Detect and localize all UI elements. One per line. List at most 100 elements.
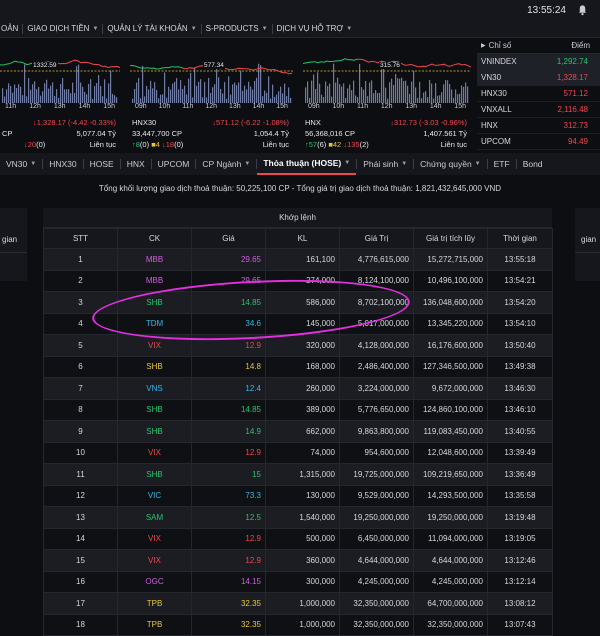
table-row[interactable]: 5 VIX 12.9 320,000 4,128,000,000 16,176,600,0…: [43, 334, 553, 357]
volume-bar: [184, 85, 186, 103]
volume-bar: [200, 79, 202, 103]
volume-bar: [307, 81, 309, 103]
index-row[interactable]: VNINDEX 1,292.74: [477, 54, 600, 70]
index-row[interactable]: HNX30 571.12: [477, 86, 600, 102]
table-row[interactable]: 10 VIX 12.9 74,000 954,600,000 12,048,600,000…: [43, 441, 553, 464]
clock: 13:55:24: [527, 5, 566, 16]
volume-bar: [76, 66, 78, 103]
tab-hnx[interactable]: HNX: [121, 153, 151, 175]
index-row[interactable]: VN30 1,328.17: [477, 70, 600, 86]
volume-bar: [44, 83, 46, 103]
table-row[interactable]: 11 SHB 15 1,315,000 19,725,000,000 109,219,65…: [43, 463, 553, 486]
index-row[interactable]: UPCOM 94.49: [477, 134, 600, 150]
volume-bar: [154, 82, 156, 103]
tab-upcom[interactable]: UPCOM: [152, 153, 196, 175]
table-row[interactable]: 18 TPB 32.35 1,000,000 32,350,000,000 32,350,…: [43, 613, 553, 636]
table-row[interactable]: 15 VIX 12.9 360,000 4,644,000,000 4,644,000,0…: [43, 549, 553, 572]
index-chart-card[interactable]: 577.34 09h 10h 11h 12h 13h 14h 15h HNX30 ↓571.12 …: [130, 41, 293, 149]
table-row[interactable]: 8 SHB 14.85 389,000 5,776,650,000 124,860,100…: [43, 398, 553, 421]
table-row[interactable]: 3 SHB 14.85 586,000 8,702,100,000 136,048,600…: [43, 291, 553, 314]
volume-bar: [256, 77, 258, 103]
tab-separator: [356, 159, 358, 169]
table-row[interactable]: 14 VIX 12.9 500,000 6,450,000,000 11,094,000,…: [43, 527, 553, 550]
tab-ph-i-sinh[interactable]: Phái sinh ▼: [357, 153, 413, 175]
cell-value: 32,350,000,000: [339, 613, 414, 636]
volume-bar: [42, 91, 44, 103]
table-row[interactable]: 7 VNS 12.4 260,000 3,224,000,000 9,672,000,00…: [43, 377, 553, 400]
tab-hose[interactable]: HOSE: [84, 153, 120, 175]
table-row[interactable]: 2 MBB 29.65 274,000 8,124,100,000 10,496,100,…: [43, 269, 553, 292]
column-header[interactable]: Giá: [191, 228, 266, 249]
index-panel-collapse[interactable]: ▶ Chỉ số: [481, 41, 511, 50]
table-row[interactable]: 1 MBB 29.65 161,100 4,776,615,000 15,272,715,…: [43, 248, 553, 271]
column-header[interactable]: Giá trị tích lũy: [413, 228, 488, 249]
bell-icon[interactable]: [577, 4, 588, 16]
volume-bar: [315, 88, 317, 103]
chevron-down-icon: ▼: [190, 25, 197, 32]
chevron-down-icon: ▼: [344, 160, 351, 166]
volume-bar: [260, 65, 262, 103]
cell-symbol: VIX: [117, 334, 192, 357]
index-row[interactable]: HNX 312.73: [477, 118, 600, 134]
volume-bar: [419, 81, 421, 103]
cell-symbol: VNS: [117, 377, 192, 400]
tab-separator: [486, 159, 488, 169]
cell-volume: 320,000: [265, 334, 340, 357]
table-row[interactable]: 17 TPB 32.35 1,000,000 32,350,000,000 64,700,…: [43, 592, 553, 615]
cell-volume: 500,000: [265, 527, 340, 550]
tab-bond[interactable]: Bond: [517, 153, 549, 175]
index-row[interactable]: VNXALL 2,116.48: [477, 102, 600, 118]
divider: [575, 252, 600, 253]
volume-bar: [144, 96, 146, 103]
column-header[interactable]: Thời gian: [487, 228, 553, 249]
volume-bar: [357, 97, 359, 103]
volume-bar: [226, 98, 228, 103]
cell-value: 8,124,100,000: [339, 269, 414, 292]
table-row[interactable]: 13 SAM 12.5 1,540,000 19,250,000,000 19,250,0…: [43, 506, 553, 529]
cell-value: 19,250,000,000: [339, 506, 414, 529]
menu-item[interactable]: OẢN: [0, 24, 22, 33]
cell-value: 8,702,100,000: [339, 291, 414, 314]
volume-bar: [140, 98, 142, 103]
table-row[interactable]: 16 OGC 14.15 300,000 4,245,000,000 4,245,000,…: [43, 570, 553, 593]
volume-bar: [284, 83, 286, 103]
cell-time: 13:19:05: [487, 527, 553, 550]
right-partial-table: gian: [575, 208, 600, 281]
tab-th-a-thu-n-hose-[interactable]: Thỏa thuận (HOSE) ▼: [257, 153, 357, 175]
table-row[interactable]: 6 SHB 14.8 168,000 2,486,400,000 127,346,500,…: [43, 355, 553, 378]
column-header[interactable]: KL: [265, 228, 340, 249]
tab-hnx30[interactable]: HNX30: [43, 153, 82, 175]
menu-separator: [271, 23, 273, 34]
volume-bar: [220, 89, 222, 103]
table-row[interactable]: 9 SHB 14.9 662,000 9,863,800,000 119,083,450,…: [43, 420, 553, 443]
tab-vn30[interactable]: VN30 ▼: [0, 153, 42, 175]
index-chart-card[interactable]: 315.76 09h 10h 11h 12h 13h 14h 15h HNX ↓312.73 (-…: [303, 41, 471, 149]
tab-cp-ng-nh[interactable]: CP Ngành ▼: [196, 153, 256, 175]
volume-bar: [186, 94, 188, 103]
table-row[interactable]: 4 TDM 34.6 145,000 5,017,000,000 13,345,220,0…: [43, 312, 553, 335]
table-row[interactable]: 12 VIC 73.3 130,000 9,529,000,000 14,293,500,…: [43, 484, 553, 507]
cell-time: 13:12:46: [487, 549, 553, 572]
volume-bar: [176, 78, 178, 103]
cell-accum-value: 13,345,220,000: [413, 312, 488, 335]
tab-label: Bond: [522, 159, 543, 169]
column-header[interactable]: STT: [43, 228, 118, 249]
index-row-point: 312.73: [563, 121, 588, 130]
column-header[interactable]: Giá Trị: [339, 228, 414, 249]
session-status: Liên tục: [89, 140, 116, 149]
volume-bar: [282, 93, 284, 103]
cell-volume: 1,315,000: [265, 463, 340, 486]
menu-item[interactable]: DỊCH VỤ HỖ TRỢ ▼: [273, 24, 357, 33]
cell-accum-value: 10,496,100,000: [413, 269, 488, 292]
menu-item[interactable]: S-PRODUCTS ▼: [202, 24, 272, 33]
menu-item[interactable]: GIAO DỊCH TIỀN ▼: [23, 24, 102, 33]
index-chart-card[interactable]: 1332.59 11h 12h 13h 14h 15h ↓1,328.17 (-4.42 -…: [0, 41, 120, 149]
menu-item[interactable]: QUẢN LÝ TÀI KHOẢN ▼: [103, 24, 200, 33]
cell-time: 13:07:43: [487, 613, 553, 636]
volume-bar: [46, 79, 48, 103]
column-header[interactable]: CK: [117, 228, 192, 249]
time-tick-label: 15h: [276, 103, 288, 110]
chevron-down-icon: ▼: [244, 161, 251, 167]
tab-ch-ng-quy-n[interactable]: Chứng quyền ▼: [414, 153, 486, 175]
tab-etf[interactable]: ETF: [488, 153, 516, 175]
